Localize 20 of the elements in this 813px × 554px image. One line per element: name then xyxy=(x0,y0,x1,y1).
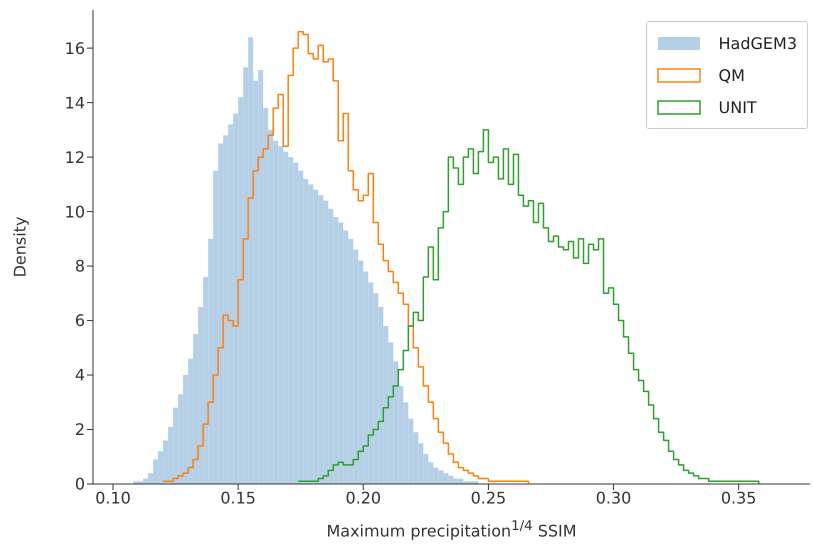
x-tick-label: 0.20 xyxy=(345,488,382,508)
legend-label: HadGEM3 xyxy=(718,34,797,52)
y-tick-label: 10 xyxy=(64,202,85,222)
x-tick-label: 0.35 xyxy=(720,488,756,508)
y-tick-label: 4 xyxy=(74,366,85,385)
y-tick-label: 2 xyxy=(74,420,85,440)
x-tick-label: 0.25 xyxy=(470,488,506,508)
y-axis-title: Density xyxy=(10,216,30,278)
y-tick-label: 16 xyxy=(64,38,85,58)
x-tick-label: 0.10 xyxy=(95,488,131,508)
y-tick-label: 0 xyxy=(74,474,85,494)
y-tick-label: 12 xyxy=(64,148,85,167)
y-tick-label: 8 xyxy=(74,256,85,276)
legend-label: UNIT xyxy=(718,98,757,116)
y-tick-label: 14 xyxy=(64,93,85,112)
x-axis-title: Maximum precipitation$^{1/4}$ SSIM xyxy=(325,518,578,540)
x-tick-label: 0.15 xyxy=(220,488,256,508)
legend-label: QM xyxy=(718,66,745,84)
y-tick-label: 6 xyxy=(74,311,85,330)
x-tick-label: 0.30 xyxy=(596,488,632,508)
